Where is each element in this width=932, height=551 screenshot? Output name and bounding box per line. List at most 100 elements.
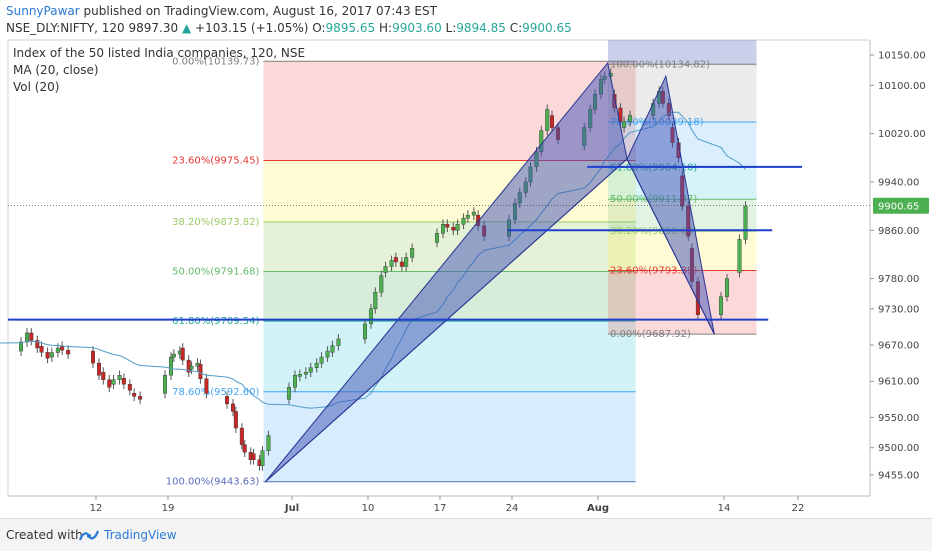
candle-body xyxy=(19,341,24,352)
last-price-tag xyxy=(873,197,929,214)
candle-body xyxy=(308,367,313,373)
candle-body xyxy=(451,227,456,231)
candle-body xyxy=(117,375,122,380)
candle-body xyxy=(60,346,65,351)
candle-body xyxy=(404,257,409,267)
fib1-zone xyxy=(263,321,636,392)
date-tick-label: Jul xyxy=(284,503,299,514)
candle-body xyxy=(168,356,173,376)
candle-body xyxy=(121,378,126,385)
candle-body xyxy=(725,278,730,297)
fib2-zone xyxy=(608,270,757,335)
fib2-level-label: 38.20%(9858.63) xyxy=(610,226,697,237)
candle-body xyxy=(107,379,112,388)
candle-body xyxy=(171,353,176,358)
last-price: 9897.30 xyxy=(128,21,179,35)
candle-body xyxy=(25,332,30,343)
price-axis xyxy=(870,38,932,518)
low-value: 9894.85 xyxy=(456,21,506,35)
footer-bar: Created with TradingView xyxy=(0,518,932,551)
up-arrow-icon: ▲ xyxy=(181,21,192,35)
author-link[interactable]: SunnyPawar xyxy=(6,4,80,18)
header-bar: SunnyPawar published on TradingView.com,… xyxy=(0,0,932,38)
fib1-zone xyxy=(263,391,636,482)
candle-body xyxy=(230,403,235,412)
candle-body xyxy=(266,435,271,451)
open-label: O: xyxy=(312,21,326,35)
candle-body xyxy=(287,387,292,400)
change-value: +103.15 (+1.05%) xyxy=(195,21,309,35)
candle-body xyxy=(242,444,247,453)
candle-body xyxy=(743,205,748,240)
chart-title: Index of the 50 listed India companies, … xyxy=(13,46,306,60)
candle-body xyxy=(389,260,394,267)
price-tick-label: 9455.00 xyxy=(878,470,919,481)
date-tick-label: 19 xyxy=(162,503,175,514)
candle-body xyxy=(383,266,388,273)
fib1-level-label: 23.60%(9975.45) xyxy=(172,156,259,167)
high-label: H: xyxy=(379,21,393,35)
candle-body xyxy=(251,453,256,460)
price-tick-label: 9940.00 xyxy=(878,177,919,188)
candle-body xyxy=(260,450,265,467)
candle-body xyxy=(393,257,398,263)
ma-legend[interactable]: MA (20, close) xyxy=(13,63,99,77)
candle-body xyxy=(336,338,341,346)
fib1-level-label: 100.00%(9443.63) xyxy=(166,477,260,488)
price-tick-label: 9730.00 xyxy=(878,304,919,315)
candle-body xyxy=(233,411,238,429)
candle-body xyxy=(224,396,229,405)
fib2-zone xyxy=(608,64,757,123)
candle-body xyxy=(410,248,415,258)
candle-body xyxy=(66,349,71,355)
price-tick-label: 9550.00 xyxy=(878,413,919,424)
date-tick-label: 17 xyxy=(434,503,447,514)
candle-body xyxy=(49,352,54,358)
low-label: L: xyxy=(445,21,457,35)
open-value: 9895.65 xyxy=(325,21,376,35)
candle-body xyxy=(399,261,404,267)
price-tick-label: 9860.00 xyxy=(878,226,919,237)
date-tick-label: 12 xyxy=(90,503,103,514)
high-value: 9903.60 xyxy=(392,21,442,35)
candle-body xyxy=(45,352,50,359)
quote-line: NSE_DLY:NIFTY, 120 9897.30 ▲ +103.15 (+1… xyxy=(6,21,572,35)
fib1-level-label: 61.80%(9709.54) xyxy=(172,316,259,327)
candle-body xyxy=(55,347,60,353)
candle-body xyxy=(441,224,446,234)
candle-body xyxy=(465,214,470,219)
candle-body xyxy=(198,364,203,380)
last-price-tag-label: 9900.65 xyxy=(878,202,919,213)
candle-body xyxy=(435,233,440,243)
price-chart[interactable]: 0.00%(10139.73) 23.60%(9975.45) 38.20%(987… xyxy=(0,0,932,518)
candle-body xyxy=(138,396,143,400)
price-tick-label: 9670.00 xyxy=(878,341,919,352)
date-tick-label: 14 xyxy=(718,503,731,514)
fib2-top-band xyxy=(608,40,757,65)
symbol-label: NSE_DLY:NIFTY, 120 xyxy=(6,21,125,35)
candle-body xyxy=(35,340,40,349)
candle-body xyxy=(204,378,209,394)
candle-body xyxy=(90,350,95,364)
tradingview-brand[interactable]: TradingView xyxy=(104,528,177,542)
price-tick-label: 9610.00 xyxy=(878,377,919,388)
candle-body xyxy=(314,362,319,368)
close-value: 9900.65 xyxy=(522,21,572,35)
fib1-level-label: 50.00%(9791.68) xyxy=(172,267,259,278)
price-tick-label: 10150.00 xyxy=(878,51,926,62)
fib2-level-label: 0.00%(9687.92) xyxy=(610,329,691,340)
close-label: C: xyxy=(509,21,523,35)
created-with-text: Created with xyxy=(6,528,83,542)
candle-body xyxy=(39,346,44,353)
fib1-level-label: 0.00%(10139.73) xyxy=(172,56,259,67)
candle-body xyxy=(293,375,298,388)
candle-body xyxy=(239,427,244,445)
vol-legend[interactable]: Vol (20) xyxy=(13,80,60,94)
candle-body xyxy=(127,384,132,391)
candle-body xyxy=(737,239,742,273)
fib1-level-label: 78.60%(9592.60) xyxy=(172,387,259,398)
candle-body xyxy=(96,362,101,376)
candle-body xyxy=(622,121,627,128)
price-tick-label: 9780.00 xyxy=(878,274,919,285)
candle-body xyxy=(461,217,466,225)
